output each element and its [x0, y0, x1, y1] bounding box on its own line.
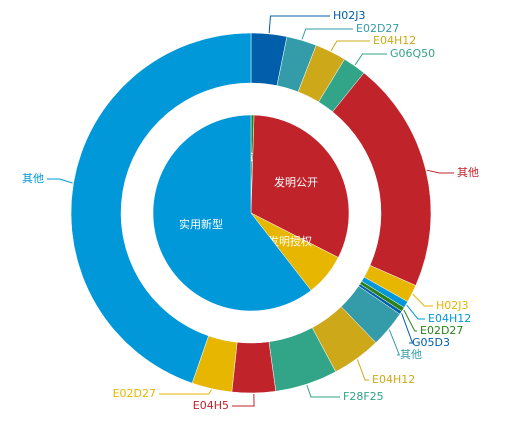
leader-line	[301, 28, 353, 40]
slice-label: E04H12	[372, 373, 415, 386]
slice-label: G06Q50	[390, 47, 435, 60]
leader-line	[232, 393, 255, 407]
leader-line	[403, 309, 417, 332]
leader-line	[306, 384, 340, 398]
slice-label: E04H5	[193, 399, 229, 412]
slice-label: 发明授权	[268, 234, 312, 248]
pie-slice	[70, 32, 252, 384]
slice-label: 其他	[400, 348, 422, 361]
pie-slice	[152, 114, 312, 312]
slice-label: E02D27	[356, 22, 399, 35]
slice-label: E02D27	[420, 324, 463, 337]
leader-line	[354, 53, 387, 66]
slice-label: 实用新型	[179, 217, 223, 231]
leader-line	[356, 359, 369, 381]
slice-label: H02J3	[333, 9, 366, 22]
slice-label: E04H12	[428, 312, 471, 325]
slice-label: 其他	[22, 172, 44, 185]
slice-label: E04H12	[373, 34, 416, 47]
leader-line	[47, 178, 73, 184]
leader-line	[330, 40, 370, 51]
leader-line	[159, 389, 212, 395]
leader-line	[406, 304, 425, 320]
leader-line	[426, 169, 454, 174]
leader-line	[412, 293, 433, 307]
pie-slice	[231, 341, 277, 394]
slice-label: H02J3	[436, 299, 469, 312]
slice-label: 发明公开	[274, 175, 318, 189]
pie-slice	[332, 72, 432, 286]
leader-line	[388, 329, 401, 356]
slice-label: 其他	[457, 166, 479, 179]
slice-label: E02D27	[113, 387, 156, 400]
leader-line	[268, 15, 330, 33]
pie-slice	[250, 114, 350, 258]
leader-line	[401, 313, 414, 344]
slice-label: F28F25	[343, 390, 384, 403]
slice-label: G05D3	[412, 336, 450, 349]
